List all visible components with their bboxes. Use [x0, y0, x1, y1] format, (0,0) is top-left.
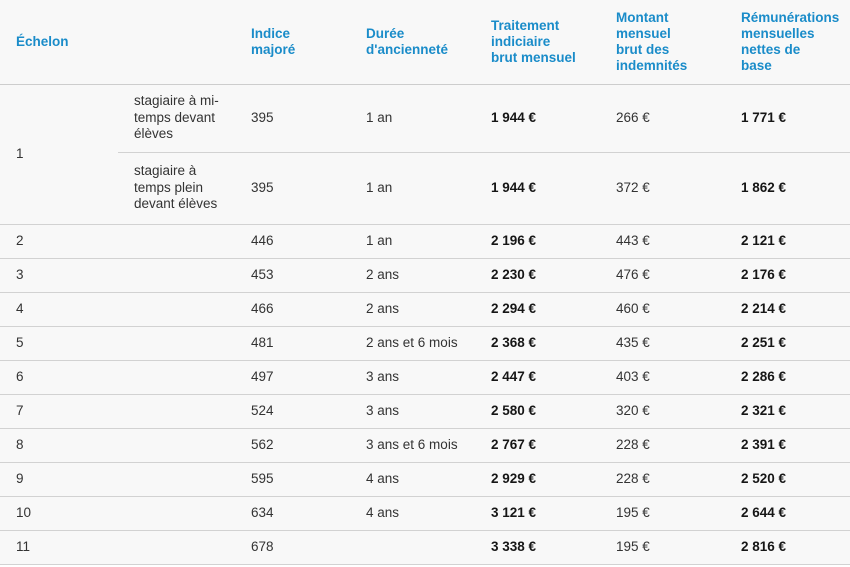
column-header-remunerations-nettes: Rémunérations mensuelles nettes de base	[725, 0, 850, 85]
table-row-echelon-7: 7 524 3 ans 2 580 € 320 € 2 321 €	[0, 393, 850, 429]
duree-cell: 3 ans et 6 mois	[350, 427, 476, 463]
table-row-echelon-5: 5 481 2 ans et 6 mois 2 368 € 435 € 2 25…	[0, 325, 850, 361]
duree-cell: 3 ans	[350, 393, 476, 429]
echelon-cell: 3	[0, 257, 236, 293]
column-header-indice-majore: Indice majoré	[235, 0, 351, 85]
duree-cell: 2 ans et 6 mois	[350, 325, 476, 361]
duree-cell	[350, 529, 476, 565]
montant-cell: 403 €	[600, 359, 726, 395]
remuneration-cell: 1 862 €	[725, 151, 850, 225]
table-row-echelon-6: 6 497 3 ans 2 447 € 403 € 2 286 €	[0, 359, 850, 395]
montant-cell: 228 €	[600, 461, 726, 497]
traitement-cell: 2 767 €	[475, 427, 601, 463]
montant-cell: 195 €	[600, 529, 726, 565]
echelon-cell: 2	[0, 223, 236, 259]
table-row-echelon-10: 10 634 4 ans 3 121 € 195 € 2 644 €	[0, 495, 850, 531]
traitement-cell: 2 294 €	[475, 291, 601, 327]
variant-cell: stagiaire à temps plein devant élèves	[118, 151, 236, 225]
traitement-cell: 1 944 €	[475, 83, 601, 153]
table-row-echelon-8: 8 562 3 ans et 6 mois 2 767 € 228 € 2 39…	[0, 427, 850, 463]
remuneration-cell: 2 214 €	[725, 291, 850, 327]
remuneration-cell: 2 251 €	[725, 325, 850, 361]
remuneration-cell: 2 644 €	[725, 495, 850, 531]
indice-cell: 497	[235, 359, 351, 395]
montant-cell: 476 €	[600, 257, 726, 293]
indice-cell: 678	[235, 529, 351, 565]
traitement-cell: 3 338 €	[475, 529, 601, 565]
column-header-duree-anciennete: Durée d'ancienneté	[350, 0, 476, 85]
montant-cell: 320 €	[600, 393, 726, 429]
traitement-cell: 2 580 €	[475, 393, 601, 429]
remuneration-cell: 2 121 €	[725, 223, 850, 259]
indice-cell: 634	[235, 495, 351, 531]
montant-cell: 435 €	[600, 325, 726, 361]
echelon-cell: 10	[0, 495, 236, 531]
indice-cell: 595	[235, 461, 351, 497]
traitement-cell: 2 929 €	[475, 461, 601, 497]
indice-cell: 481	[235, 325, 351, 361]
column-header-montant-indemnites: Montant mensuel brut des indemnités	[600, 0, 726, 85]
echelon-cell: 7	[0, 393, 236, 429]
echelon-cell: 5	[0, 325, 236, 361]
remuneration-cell: 1 771 €	[725, 83, 850, 153]
traitement-cell: 3 121 €	[475, 495, 601, 531]
echelon-cell: 6	[0, 359, 236, 395]
indice-cell: 453	[235, 257, 351, 293]
duree-cell: 1 an	[350, 151, 476, 225]
montant-cell: 460 €	[600, 291, 726, 327]
indice-cell: 446	[235, 223, 351, 259]
traitement-cell: 2 368 €	[475, 325, 601, 361]
duree-cell: 4 ans	[350, 461, 476, 497]
variant-cell: stagiaire à mi-temps devant élèves	[118, 83, 236, 153]
montant-cell: 195 €	[600, 495, 726, 531]
echelon-cell: 8	[0, 427, 236, 463]
column-header-traitement-indiciaire: Traitement indiciaire brut mensuel	[475, 0, 601, 85]
duree-cell: 1 an	[350, 223, 476, 259]
indice-cell: 524	[235, 393, 351, 429]
table-row-echelon-1-temps-plein: stagiaire à temps plein devant élèves 39…	[0, 151, 850, 225]
table-row-echelon-2: 2 446 1 an 2 196 € 443 € 2 121 €	[0, 223, 850, 259]
indice-cell: 395	[235, 83, 351, 153]
echelon-cell: 4	[0, 291, 236, 327]
table-row-echelon-9: 9 595 4 ans 2 929 € 228 € 2 520 €	[0, 461, 850, 497]
remuneration-cell: 2 816 €	[725, 529, 850, 565]
column-header-echelon: Échelon	[0, 0, 236, 85]
duree-cell: 4 ans	[350, 495, 476, 531]
traitement-cell: 2 230 €	[475, 257, 601, 293]
remuneration-cell: 2 391 €	[725, 427, 850, 463]
remuneration-cell: 2 520 €	[725, 461, 850, 497]
remuneration-cell: 2 286 €	[725, 359, 850, 395]
traitement-cell: 1 944 €	[475, 151, 601, 225]
indice-cell: 562	[235, 427, 351, 463]
indice-cell: 395	[235, 151, 351, 225]
table-row-echelon-3: 3 453 2 ans 2 230 € 476 € 2 176 €	[0, 257, 850, 293]
table-header: Échelon Indice majoré Durée d'ancienneté…	[0, 0, 850, 85]
duree-cell: 2 ans	[350, 257, 476, 293]
montant-cell: 266 €	[600, 83, 726, 153]
montant-cell: 443 €	[600, 223, 726, 259]
montant-cell: 228 €	[600, 427, 726, 463]
echelon-cell: 1	[0, 83, 118, 225]
echelon-cell: 9	[0, 461, 236, 497]
remuneration-cell: 2 321 €	[725, 393, 850, 429]
remuneration-cell: 2 176 €	[725, 257, 850, 293]
echelon-cell: 11	[0, 529, 236, 565]
traitement-cell: 2 196 €	[475, 223, 601, 259]
table-row-echelon-1-mi-temps: 1 stagiaire à mi-temps devant élèves 395…	[0, 83, 850, 225]
duree-cell: 3 ans	[350, 359, 476, 395]
duree-cell: 2 ans	[350, 291, 476, 327]
traitement-cell: 2 447 €	[475, 359, 601, 395]
indice-cell: 466	[235, 291, 351, 327]
table-row-echelon-11: 11 678 3 338 € 195 € 2 816 €	[0, 529, 850, 565]
montant-cell: 372 €	[600, 151, 726, 225]
duree-cell: 1 an	[350, 83, 476, 153]
table-row-echelon-4: 4 466 2 ans 2 294 € 460 € 2 214 €	[0, 291, 850, 327]
